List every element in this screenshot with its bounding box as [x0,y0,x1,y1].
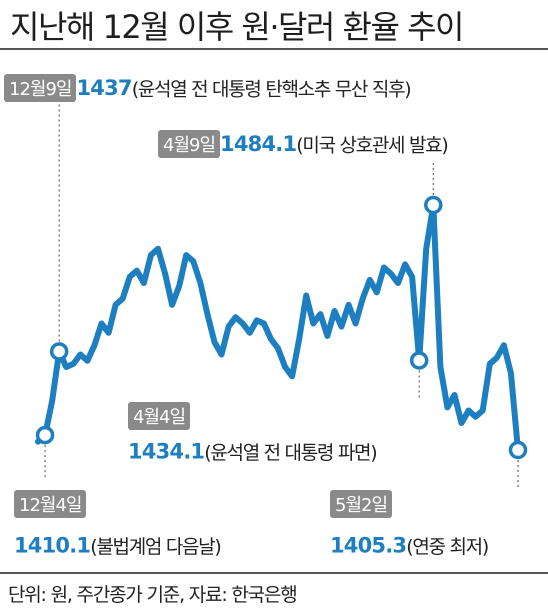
annotation-note: (연중 최저) [406,536,489,558]
annotation-may2-date: 5월2일 [330,490,393,518]
data-point-marker [508,440,528,460]
annotation-dec4: 1410.1(불법계엄 다음날) [14,532,222,559]
annotation-note: (윤석열 전 대통령 파면) [204,442,377,464]
annotation-note: (미국 상호관세 발효) [296,134,448,157]
source-note: 단위: 원, 주간종가 기준, 자료: 한국은행 [8,584,298,606]
annotation-value: 1434.1 [128,439,205,464]
exchange-rate-chart [35,96,528,488]
annotation-value: 1437 [76,76,132,100]
annotation-may2: 1405.3(연중 최저) [330,532,489,559]
annotation-value: 1410.1 [14,533,91,558]
annotation-apr4-date: 4월4일 [128,402,191,430]
annotation-value: 1484.1 [220,132,297,156]
annotation-date: 4월9일 [158,130,221,158]
annotation-apr9: 4월9일 1484.1(미국 상호관세 발효) [158,130,449,158]
annotation-apr4: 1434.1(윤석열 전 대통령 파면) [128,438,378,465]
bottom-divider [0,572,548,574]
annotation-dec4-date: 12월4일 [14,490,87,518]
annotation-note: (불법계엄 다음날) [90,536,222,558]
data-point-marker [424,195,443,215]
annotation-date: 4월4일 [128,402,191,430]
top-divider [0,48,548,50]
data-point-marker [35,425,55,445]
data-point-marker [49,342,69,361]
annotation-date: 5월2일 [330,490,393,518]
exchange-rate-line [35,202,521,453]
chart-title: 지난해 12월 이후 원·달러 환율 추이 [10,8,464,46]
data-point-marker [409,351,429,370]
annotation-date: 12월9일 [4,74,77,102]
annotation-note: (윤석열 전 대통령 탄핵소추 무산 직후) [131,78,412,101]
annotation-date: 12월4일 [14,490,87,518]
annotation-dec9: 12월9일 1437(윤석열 전 대통령 탄핵소추 무산 직후) [4,74,412,102]
annotation-value: 1405.3 [330,533,407,558]
